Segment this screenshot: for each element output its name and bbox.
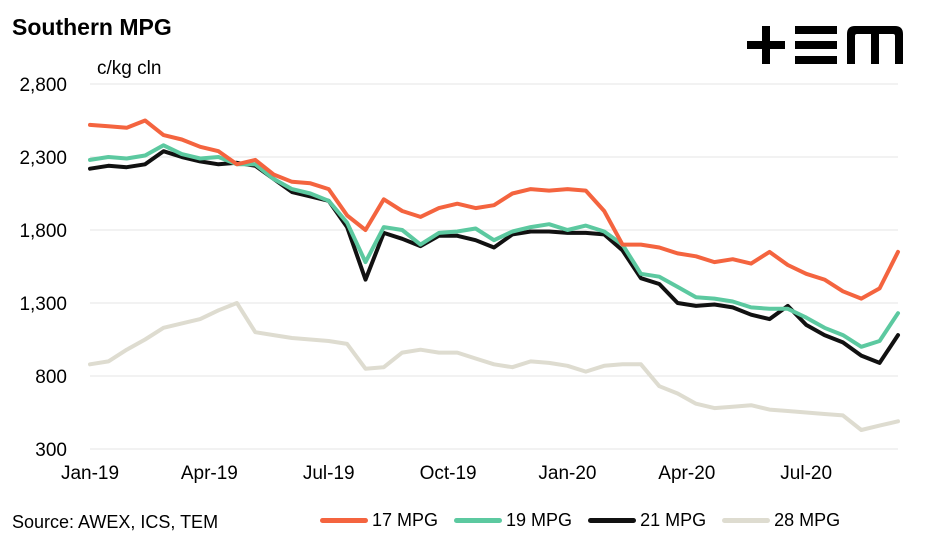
y-tick-label: 2,800 — [19, 75, 67, 96]
legend-swatch — [454, 518, 503, 523]
series-line-21-mpg — [88, 149, 900, 365]
tem-logo-icon — [747, 26, 903, 64]
series-line-17-mpg — [88, 118, 900, 301]
legend-swatch — [722, 518, 771, 523]
x-tick-label: Jan-19 — [61, 463, 119, 484]
x-tick-label: Apr-20 — [658, 463, 715, 484]
legend-swatch — [588, 518, 637, 523]
source-note: Source: AWEX, ICS, TEM — [12, 512, 219, 532]
y-tick-label: 1,800 — [19, 221, 67, 242]
legend-item: 19 MPG — [454, 510, 572, 531]
series-line-28-mpg — [88, 301, 900, 432]
legend-swatch — [320, 518, 368, 523]
grid-lines — [90, 83, 898, 450]
series-line-19-mpg — [88, 143, 900, 349]
legend-label: 21 MPG — [640, 510, 707, 530]
legend-item: 28 MPG — [722, 510, 840, 531]
legend-item: 21 MPG — [588, 510, 706, 531]
x-tick-label: Jul-20 — [780, 463, 832, 484]
x-tick-label: Jan-20 — [538, 463, 596, 484]
y-tick-label: 300 — [35, 440, 67, 461]
x-tick-label: Apr-19 — [181, 463, 238, 484]
x-axis-ticks: Jan-19 Apr-19 Jul-19 Oct-19 Jan-20 Apr-20 Jul-… — [61, 463, 832, 484]
legend-label: 19 MPG — [506, 510, 573, 530]
y-tick-label: 2,300 — [19, 148, 67, 169]
legend-label: 28 MPG — [774, 510, 841, 530]
series-lines — [88, 118, 900, 432]
y-axis-ticks: 2,800 2,300 1,800 1,300 800 300 — [19, 75, 67, 461]
chart-title: Southern MPG — [12, 14, 172, 40]
y-axis-unit-label: c/kg cln — [97, 58, 162, 79]
y-tick-label: 1,300 — [19, 294, 67, 315]
x-tick-label: Jul-19 — [303, 463, 355, 484]
y-tick-label: 800 — [35, 367, 67, 388]
legend-label: 17 MPG — [372, 510, 439, 530]
x-tick-label: Oct-19 — [420, 463, 477, 484]
legend: 17 MPG 19 MPG 21 MPG 28 MPG — [320, 510, 856, 531]
legend-item: 17 MPG — [320, 510, 438, 531]
